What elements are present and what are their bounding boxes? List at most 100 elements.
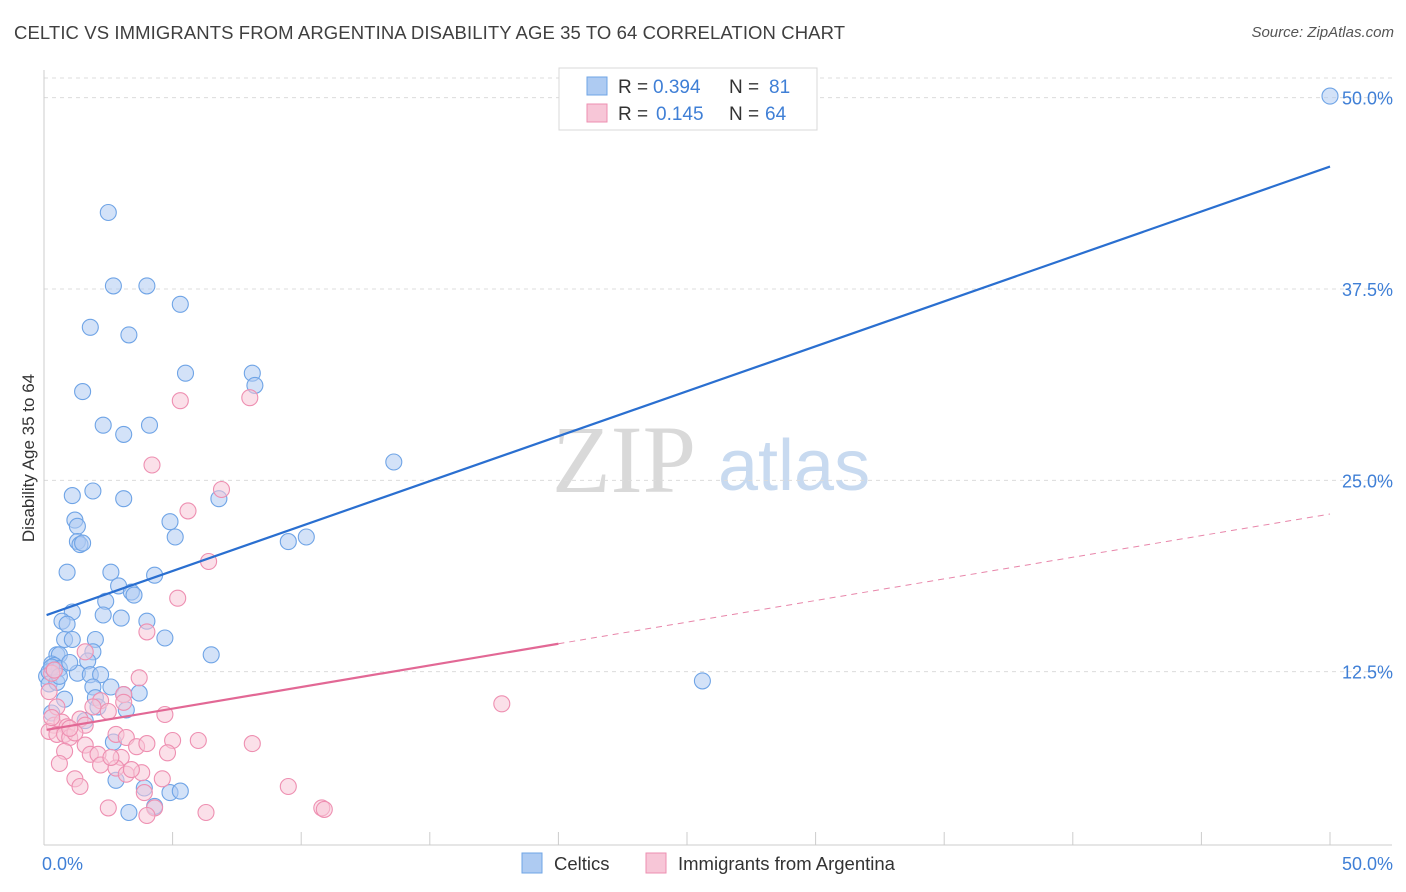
- bottom-legend-label-argentina: Immigrants from Argentina: [678, 853, 896, 874]
- celtics-point: [130, 684, 148, 702]
- celtics-point: [202, 646, 220, 664]
- legend-n-value-1: 81: [769, 77, 790, 98]
- bottom-legend-label-celtics: Celtics: [554, 853, 610, 874]
- argentina-point: [115, 693, 133, 711]
- argentina-point: [43, 709, 61, 727]
- celtics-point: [176, 364, 195, 382]
- trend-lines: [46, 165, 1331, 731]
- celtics-point: [385, 453, 403, 471]
- chart-source: Source: ZipAtlas.com: [1251, 24, 1394, 41]
- argentina-point: [189, 731, 207, 750]
- celtics-point: [102, 563, 120, 581]
- celtics-point: [104, 277, 122, 295]
- celtics-point: [171, 782, 189, 800]
- argentina-point: [279, 777, 297, 796]
- legend-n-label-1: N =: [729, 77, 759, 98]
- chart-title: CELTIC VS IMMIGRANTS FROM ARGENTINA DISA…: [14, 22, 846, 43]
- x-tick-label-min: 0.0%: [42, 854, 83, 874]
- celtics-point: [171, 295, 189, 313]
- argentina-trend-line: [46, 642, 559, 731]
- argentina-trend-line-dashed: [558, 513, 1331, 645]
- argentina-point: [76, 643, 94, 661]
- argentina-point: [138, 623, 156, 641]
- legend: R = 0.394 N = 81 R = 0.145 N = 64: [558, 67, 818, 131]
- celtics-point: [140, 416, 159, 434]
- celtics-point: [156, 629, 174, 647]
- legend-swatch-argentina: [586, 103, 608, 123]
- argentina-point: [71, 777, 89, 796]
- argentina-point: [84, 698, 102, 716]
- celtics-point: [161, 513, 179, 531]
- celtics-point: [693, 672, 711, 690]
- celtics-point: [63, 630, 81, 649]
- argentina-point: [212, 480, 231, 499]
- celtics-point: [112, 609, 130, 627]
- bottom-legend: Celtics Immigrants from Argentina: [521, 852, 896, 874]
- celtics-point: [58, 615, 76, 633]
- celtics-point: [74, 534, 92, 552]
- argentina-point: [197, 803, 215, 822]
- argentina-point: [153, 770, 171, 788]
- celtics-point: [74, 383, 92, 401]
- argentina-point: [315, 800, 333, 818]
- celtics-point: [81, 318, 99, 336]
- celtics-point: [166, 528, 184, 546]
- argentina-point: [45, 661, 63, 679]
- argentina-point: [61, 719, 79, 737]
- axes: 12.5% 25.0% 37.5% 50.0%: [43, 70, 1393, 846]
- argentina-point: [102, 748, 120, 766]
- celtics-point: [115, 425, 133, 443]
- y-tick-label: 12.5%: [1342, 663, 1393, 683]
- celtics-point: [94, 416, 112, 434]
- celtics-trend-line: [46, 165, 1331, 617]
- legend-r-value-1: 0.394: [653, 77, 701, 98]
- argentina-point: [138, 735, 156, 753]
- celtics-point: [102, 678, 120, 696]
- celtics-point: [138, 277, 156, 295]
- legend-r-label-1: R =: [618, 77, 648, 98]
- argentina-point: [99, 702, 117, 721]
- argentina-point: [241, 389, 259, 407]
- argentina-point: [243, 735, 261, 753]
- argentina-point: [40, 683, 58, 701]
- legend-n-label-2: N =: [729, 104, 759, 125]
- y-tick-label: 50.0%: [1342, 89, 1393, 109]
- celtics-point: [94, 606, 112, 624]
- celtics-point: [279, 533, 297, 551]
- celtics-point: [84, 482, 102, 500]
- argentina-point: [122, 761, 140, 779]
- argentina-point: [143, 456, 161, 474]
- legend-r-label-2: R =: [618, 104, 648, 125]
- argentina-point: [169, 589, 187, 607]
- celtics-point: [63, 487, 81, 505]
- celtics-point: [125, 586, 143, 604]
- legend-r-value-2: 0.145: [656, 104, 704, 125]
- x-tick-label-max: 50.0%: [1342, 854, 1393, 874]
- argentina-point: [171, 392, 189, 410]
- celtics-point: [61, 653, 79, 672]
- bottom-legend-swatch-celtics: [521, 852, 543, 874]
- argentina-point: [138, 806, 156, 825]
- legend-n-value-2: 64: [765, 104, 787, 125]
- argentina-point: [158, 744, 177, 762]
- y-axis-label: Disability Age 35 to 64: [19, 374, 38, 542]
- celtics-point: [120, 803, 138, 822]
- bottom-legend-swatch-argentina: [645, 852, 667, 874]
- celtics-point: [115, 490, 133, 508]
- watermark-zip: ZIP: [552, 406, 696, 513]
- argentina-point: [135, 784, 153, 802]
- argentina-point: [50, 754, 68, 773]
- argentina-point: [130, 669, 148, 687]
- argentina-point: [99, 799, 117, 817]
- data-points: [38, 87, 1339, 825]
- y-tick-label: 37.5%: [1342, 280, 1393, 300]
- celtics-point: [120, 326, 138, 344]
- celtics-point: [58, 563, 76, 581]
- y-tick-label: 25.0%: [1342, 471, 1393, 491]
- celtics-point: [92, 666, 110, 684]
- celtics-point: [68, 517, 86, 535]
- argentina-point: [179, 502, 197, 520]
- celtics-point: [99, 203, 117, 222]
- legend-swatch-celtics: [586, 76, 608, 96]
